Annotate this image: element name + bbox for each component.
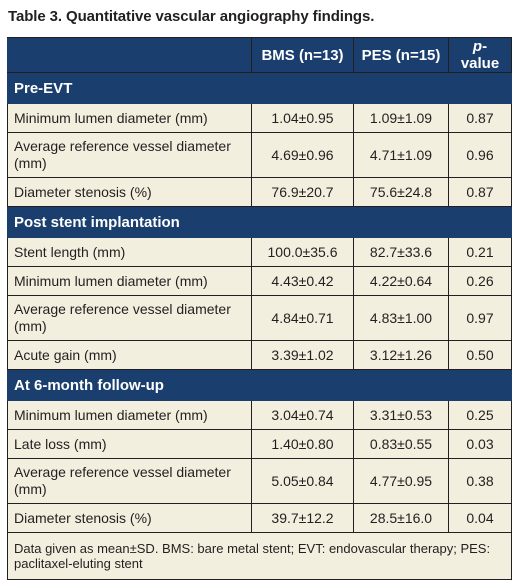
row-label: Acute gain (mm)	[7, 340, 252, 370]
p-value: 0.21	[448, 237, 512, 267]
findings-table: BMS (n=13) PES (n=15) p-value Pre-EVT Min…	[7, 37, 512, 580]
p-value: 0.26	[448, 266, 512, 296]
row-label: Diameter stenosis (%)	[7, 503, 252, 533]
table-row: Minimum lumen diameter (mm) 1.04±0.95 1.09…	[7, 103, 512, 133]
header-p-value: p-value	[448, 37, 512, 73]
table-row: Stent length (mm) 100.0±35.6 82.7±33.6 0.21	[7, 237, 512, 267]
table-row: Diameter stenosis (%) 39.7±12.2 28.5±16.0 0…	[7, 503, 512, 533]
section-header-row: Pre-EVT	[7, 72, 512, 104]
bms-value: 3.39±1.02	[251, 340, 354, 370]
table-caption: Table 3. Quantitative vascular angiograp…	[8, 8, 375, 25]
section-header-row: At 6-month follow-up	[7, 369, 512, 401]
pes-value: 4.71±1.09	[353, 132, 449, 178]
p-value: 0.97	[448, 295, 512, 341]
table-row: Late loss (mm) 1.40±0.80 0.83±0.55 0.03	[7, 429, 512, 459]
section-title: At 6-month follow-up	[7, 369, 512, 401]
p-value: 0.03	[448, 429, 512, 459]
section-header-row: Post stent implantation	[7, 206, 512, 238]
header-blank-cell	[7, 37, 252, 73]
bms-value: 3.04±0.74	[251, 400, 354, 430]
table-body: Pre-EVT Minimum lumen diameter (mm) 1.04±0…	[7, 72, 512, 533]
row-label: Minimum lumen diameter (mm)	[7, 266, 252, 296]
bms-value: 76.9±20.7	[251, 177, 354, 207]
header-bms: BMS (n=13)	[251, 37, 354, 73]
table-header-row: BMS (n=13) PES (n=15) p-value	[7, 37, 512, 73]
table-row: Minimum lumen diameter (mm) 4.43±0.42 4.22…	[7, 266, 512, 296]
p-value: 0.87	[448, 103, 512, 133]
section-title: Post stent implantation	[7, 206, 512, 238]
row-label: Stent length (mm)	[7, 237, 252, 267]
table-row: Average reference vessel diameter (mm) 5.…	[7, 458, 512, 504]
table-row: Diameter stenosis (%) 76.9±20.7 75.6±24.8 0…	[7, 177, 512, 207]
p-value: 0.87	[448, 177, 512, 207]
bms-value: 1.04±0.95	[251, 103, 354, 133]
row-label: Late loss (mm)	[7, 429, 252, 459]
footnote: Data given as mean±SD. BMS: bare metal s…	[7, 532, 512, 580]
footnote-row: Data given as mean±SD. BMS: bare metal s…	[7, 532, 512, 580]
pes-value: 75.6±24.8	[353, 177, 449, 207]
header-pes: PES (n=15)	[353, 37, 449, 73]
table-row: Average reference vessel diameter (mm) 4.…	[7, 132, 512, 178]
bms-value: 4.69±0.96	[251, 132, 354, 178]
bms-value: 4.43±0.42	[251, 266, 354, 296]
pes-value: 3.31±0.53	[353, 400, 449, 430]
pes-value: 3.12±1.26	[353, 340, 449, 370]
pes-value: 4.83±1.00	[353, 295, 449, 341]
bms-value: 39.7±12.2	[251, 503, 354, 533]
bms-value: 1.40±0.80	[251, 429, 354, 459]
pes-value: 82.7±33.6	[353, 237, 449, 267]
row-label: Diameter stenosis (%)	[7, 177, 252, 207]
bms-value: 100.0±35.6	[251, 237, 354, 267]
pes-value: 4.22±0.64	[353, 266, 449, 296]
p-value: 0.38	[448, 458, 512, 504]
p-value: 0.50	[448, 340, 512, 370]
table-row: Acute gain (mm) 3.39±1.02 3.12±1.26 0.50	[7, 340, 512, 370]
table-row: Average reference vessel diameter (mm) 4.…	[7, 295, 512, 341]
row-label: Average reference vessel diameter (mm)	[7, 458, 252, 504]
header-p-italic: p	[472, 38, 483, 55]
pes-value: 1.09±1.09	[353, 103, 449, 133]
p-value: 0.96	[448, 132, 512, 178]
pes-value: 28.5±16.0	[353, 503, 449, 533]
p-value: 0.25	[448, 400, 512, 430]
pes-value: 0.83±0.55	[353, 429, 449, 459]
row-label: Average reference vessel diameter (mm)	[7, 295, 252, 341]
row-label: Minimum lumen diameter (mm)	[7, 400, 252, 430]
bms-value: 5.05±0.84	[251, 458, 354, 504]
table-row: Minimum lumen diameter (mm) 3.04±0.74 3.31…	[7, 400, 512, 430]
pes-value: 4.77±0.95	[353, 458, 449, 504]
bms-value: 4.84±0.71	[251, 295, 354, 341]
header-p-rest: -value	[460, 38, 500, 72]
p-value: 0.04	[448, 503, 512, 533]
row-label: Minimum lumen diameter (mm)	[7, 103, 252, 133]
row-label: Average reference vessel diameter (mm)	[7, 132, 252, 178]
section-title: Pre-EVT	[7, 72, 512, 104]
